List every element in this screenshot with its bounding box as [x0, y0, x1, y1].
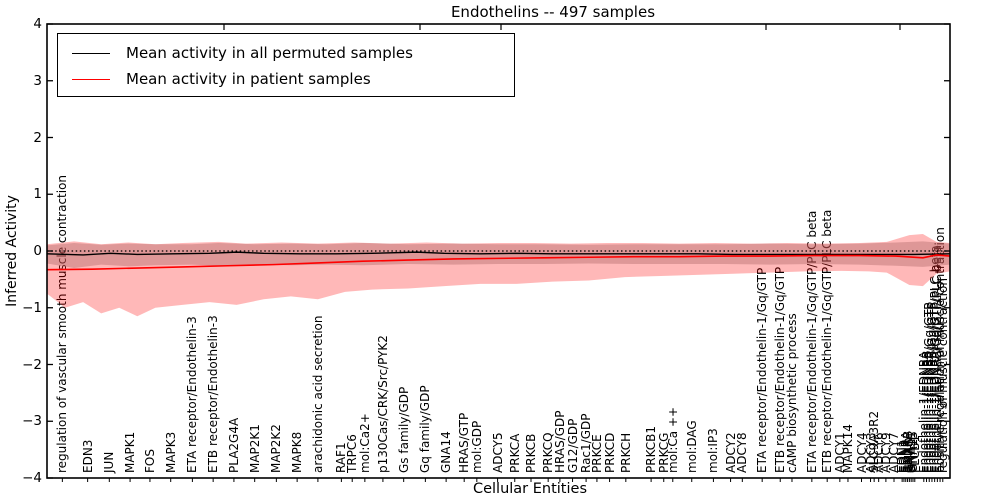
y-tick-label: −3 — [22, 413, 42, 430]
legend: Mean activity in all permuted samples Me… — [57, 33, 515, 97]
y-tick-label: 2 — [33, 129, 42, 146]
legend-line-black-icon — [72, 52, 110, 54]
x-tick-label: Gs family/GDP — [396, 386, 411, 473]
x-tick-label: PRKCH — [618, 432, 633, 473]
y-tick-label: −1 — [22, 299, 42, 316]
x-tick-label: regulation of vascular smooth muscle con… — [55, 174, 70, 473]
x-tick-label: ETB receptor/Endothelin-1/Gq/GTP/PLC bet… — [820, 209, 835, 473]
x-tick-label: ADCY5 — [490, 432, 505, 473]
chart-title: Endothelins -- 497 samples — [450, 3, 656, 21]
x-tick-label: mol:IP3 — [706, 428, 721, 473]
legend-item-patient: Mean activity in patient samples — [58, 66, 371, 92]
x-tick-label: p130Cas/CRK/Src/PYK2 — [375, 335, 390, 473]
legend-label: Mean activity in patient samples — [126, 70, 371, 88]
x-tick-label: GNA14 — [439, 431, 454, 473]
x-tick-label: MAP2K1 — [247, 424, 262, 473]
x-tick-label: PRKCA — [507, 433, 522, 473]
x-tick-label: MAPK8 — [290, 431, 305, 473]
x-tick-label: G12/GDP — [565, 418, 580, 473]
x-tick-label: regulation of muscle contraction — [935, 278, 950, 473]
x-tick-label: mol:DAG — [684, 420, 699, 473]
x-tick-label: PRKCB1 — [644, 425, 659, 473]
x-tick-label: ETA receptor/Endothelin-1/Gq/GTP/PLC bet… — [804, 210, 819, 473]
x-tick-label: MAP2K2 — [269, 424, 284, 473]
x-tick-label: JUN — [102, 451, 117, 473]
x-tick-label: EDN3 — [80, 439, 95, 473]
y-tick-label: −4 — [22, 470, 42, 486]
legend-label: Mean activity in all permuted samples — [126, 44, 413, 62]
x-tick-label: MAPK1 — [123, 431, 138, 473]
legend-line-red-icon — [72, 78, 110, 80]
y-tick-label: 4 — [33, 16, 42, 32]
x-tick-label: arachidonic acid secretion — [310, 315, 325, 473]
x-tick-label: ETB receptor/Endothelin-3 — [206, 315, 221, 473]
x-axis-label: Cellular Entities — [472, 481, 588, 497]
y-tick-label: 0 — [33, 243, 42, 259]
legend-item-permuted: Mean activity in all permuted samples — [58, 40, 413, 66]
x-tick-label: PLA2G4A — [226, 417, 241, 473]
x-tick-label: mol:Ca2+ — [357, 413, 372, 473]
y-tick-label: 1 — [33, 186, 42, 203]
x-tick-label: HRAS/GTP — [457, 412, 472, 473]
x-tick-label: HRAS/GDP — [552, 410, 567, 473]
x-tick-label: ETA receptor/Endothelin-3 — [185, 316, 200, 473]
x-tick-label: cAMP biosynthetic process — [784, 313, 799, 473]
x-tick-label: FOS — [142, 449, 157, 473]
y-tick-label: −2 — [22, 356, 42, 373]
y-tick-label: 3 — [33, 72, 42, 89]
x-tick-label: Gq family/GDP — [418, 385, 433, 473]
x-tick-label: PRKCD — [602, 432, 617, 473]
x-tick-label: mol:Ca ++ — [665, 406, 680, 473]
x-tick-label: PRKCE — [589, 434, 604, 473]
x-tick-label: ETA receptor/Endothelin-1/Gq/GTP — [755, 267, 770, 473]
x-tick-label: MAPK14 — [840, 424, 855, 473]
x-tick-label: TRPC6 — [345, 434, 360, 473]
x-tick-label: ADCY8 — [735, 432, 750, 473]
x-tick-label: mol:GDP — [469, 420, 484, 473]
x-tick-label: PRKCB — [524, 433, 538, 473]
x-tick-label: MAPK3 — [163, 431, 178, 473]
